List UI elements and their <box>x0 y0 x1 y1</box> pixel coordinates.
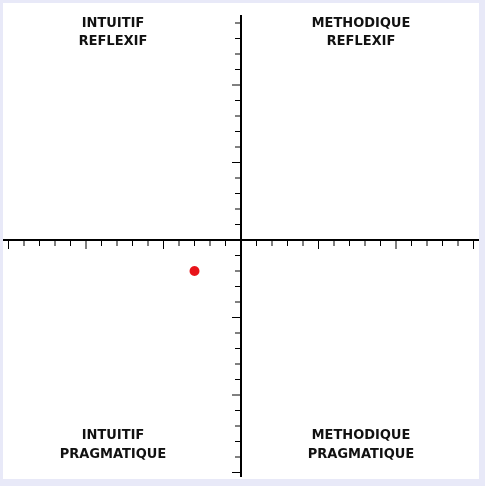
quadrant-label-top-right-line1: METHODIQUE <box>312 16 411 31</box>
quadrant-label-bottom-right-line2: PRAGMATIQUE <box>308 447 414 462</box>
chart-panel: INTUITIF REFLEXIF METHODIQUE REFLEXIF IN… <box>3 3 479 479</box>
axis-ticks <box>8 22 474 473</box>
quadrant-label-top-left-line1: INTUITIF <box>82 16 145 31</box>
quadrant-label-top-right-line2: REFLEXIF <box>327 34 396 49</box>
data-point <box>189 266 200 276</box>
quadrant-chart: INTUITIF REFLEXIF METHODIQUE REFLEXIF IN… <box>3 15 479 477</box>
quadrant-label-bottom-left-line1: INTUITIF <box>82 428 145 443</box>
quadrant-label-bottom-right-line1: METHODIQUE <box>312 428 411 443</box>
data-points <box>189 266 200 276</box>
quadrant-label-top-left-line2: REFLEXIF <box>79 34 148 49</box>
quadrant-label-bottom-left-line2: PRAGMATIQUE <box>60 447 166 462</box>
